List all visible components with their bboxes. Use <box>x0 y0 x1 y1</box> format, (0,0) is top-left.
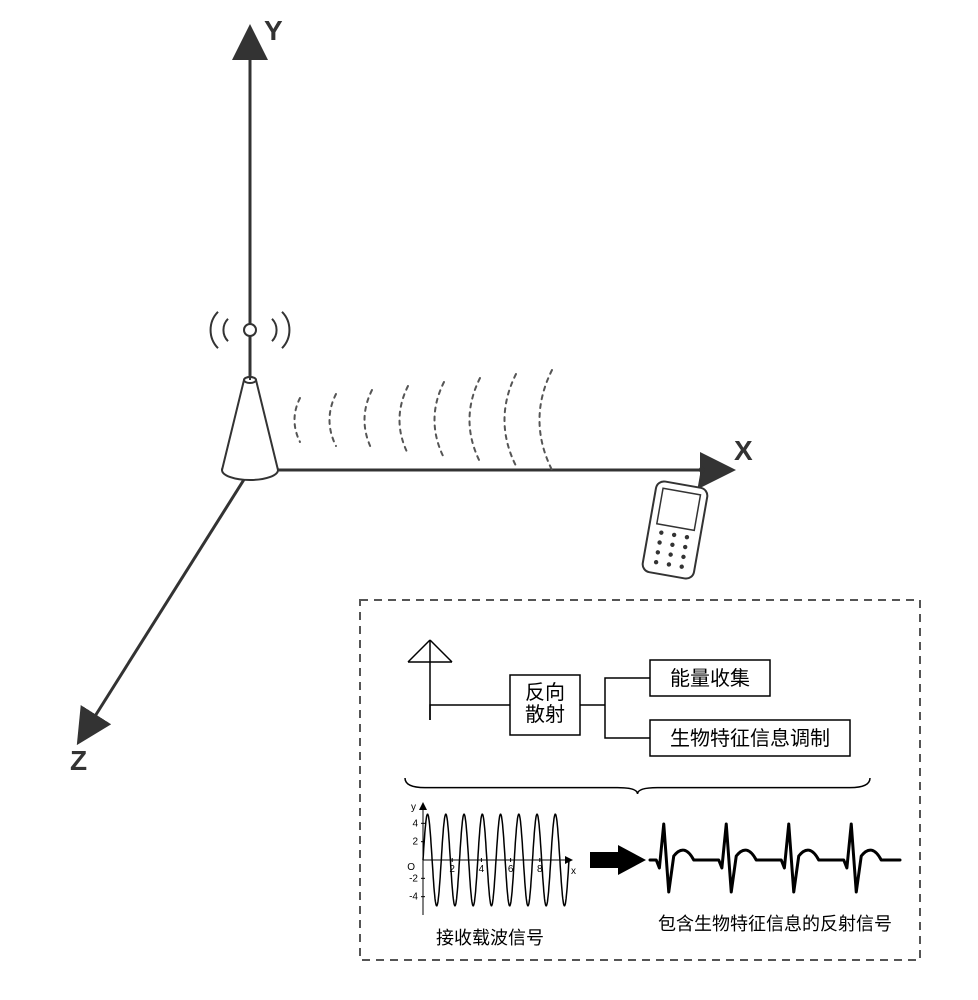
inset-panel: 反向散射 能量收集生物特征信息调制 <box>360 600 920 960</box>
handheld-device <box>641 460 712 580</box>
reflected-caption: 包含生物特征信息的反射信号 <box>658 914 892 934</box>
wavefront-arcs <box>295 370 553 470</box>
carrier-waveform-plot: 2468-4-224Oxy接收载波信号 <box>407 802 576 948</box>
backscatter-label-2: 散射 <box>525 703 565 726</box>
z-axis-label: Z <box>70 745 87 776</box>
svg-text:x: x <box>571 866 576 877</box>
x-axis-label: X <box>734 435 753 466</box>
biometric-modulation-label: 生物特征信息调制 <box>670 727 830 750</box>
transform-arrow-icon <box>590 845 646 875</box>
svg-text:y: y <box>411 802 416 813</box>
svg-text:O: O <box>407 862 415 873</box>
energy-harvest-label: 能量收集 <box>670 667 750 690</box>
carrier-caption: 接收载波信号 <box>436 928 544 948</box>
brace-icon <box>405 778 870 794</box>
svg-text:2: 2 <box>412 837 418 848</box>
svg-text:4: 4 <box>412 818 418 829</box>
base-station-antenna <box>211 312 290 480</box>
reflected-signal-plot: 包含生物特征信息的反射信号 <box>650 824 900 934</box>
svg-text:-4: -4 <box>409 892 418 903</box>
svg-text:4: 4 <box>479 864 485 875</box>
diagram-stage: YXZ 反向散射能量收集生物特征信息调制 2468-4-224Oxy接收载波信号… <box>0 0 978 1000</box>
y-axis-label: Y <box>264 15 283 46</box>
backscatter-label-1: 反向 <box>525 681 565 704</box>
svg-text:-2: -2 <box>409 873 418 884</box>
